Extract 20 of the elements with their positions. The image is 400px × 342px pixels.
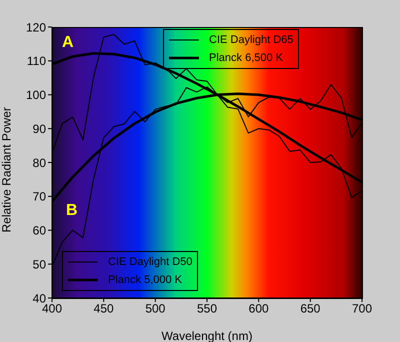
y-tick-label: 100: [26, 88, 46, 102]
x-tick-label: 500: [145, 302, 166, 316]
y-tick-label: 80: [32, 156, 46, 170]
x-tick-label: 550: [196, 302, 218, 316]
y-tick-label: 120: [26, 20, 46, 34]
y-axis-title: Relative Radiant Power: [0, 107, 14, 232]
x-tick-label: 700: [352, 302, 372, 316]
legend-label: CIE Daylight D65: [209, 34, 294, 46]
y-tick-label: 90: [32, 122, 46, 136]
y-tick-label: 50: [32, 257, 46, 272]
x-tick-label: 650: [300, 302, 321, 316]
legend-label: Planck 5,000 K: [108, 274, 182, 286]
y-tick-label: 70: [32, 190, 46, 204]
annotation: B: [66, 202, 78, 220]
y-tick-label: 60: [32, 224, 46, 238]
x-tick-label: 600: [248, 302, 269, 316]
annotation: A: [62, 34, 74, 52]
x-tick-label: 450: [94, 302, 114, 316]
y-tick-label: 110: [26, 54, 46, 68]
legend-label: CIE Daylight D50: [108, 256, 192, 268]
